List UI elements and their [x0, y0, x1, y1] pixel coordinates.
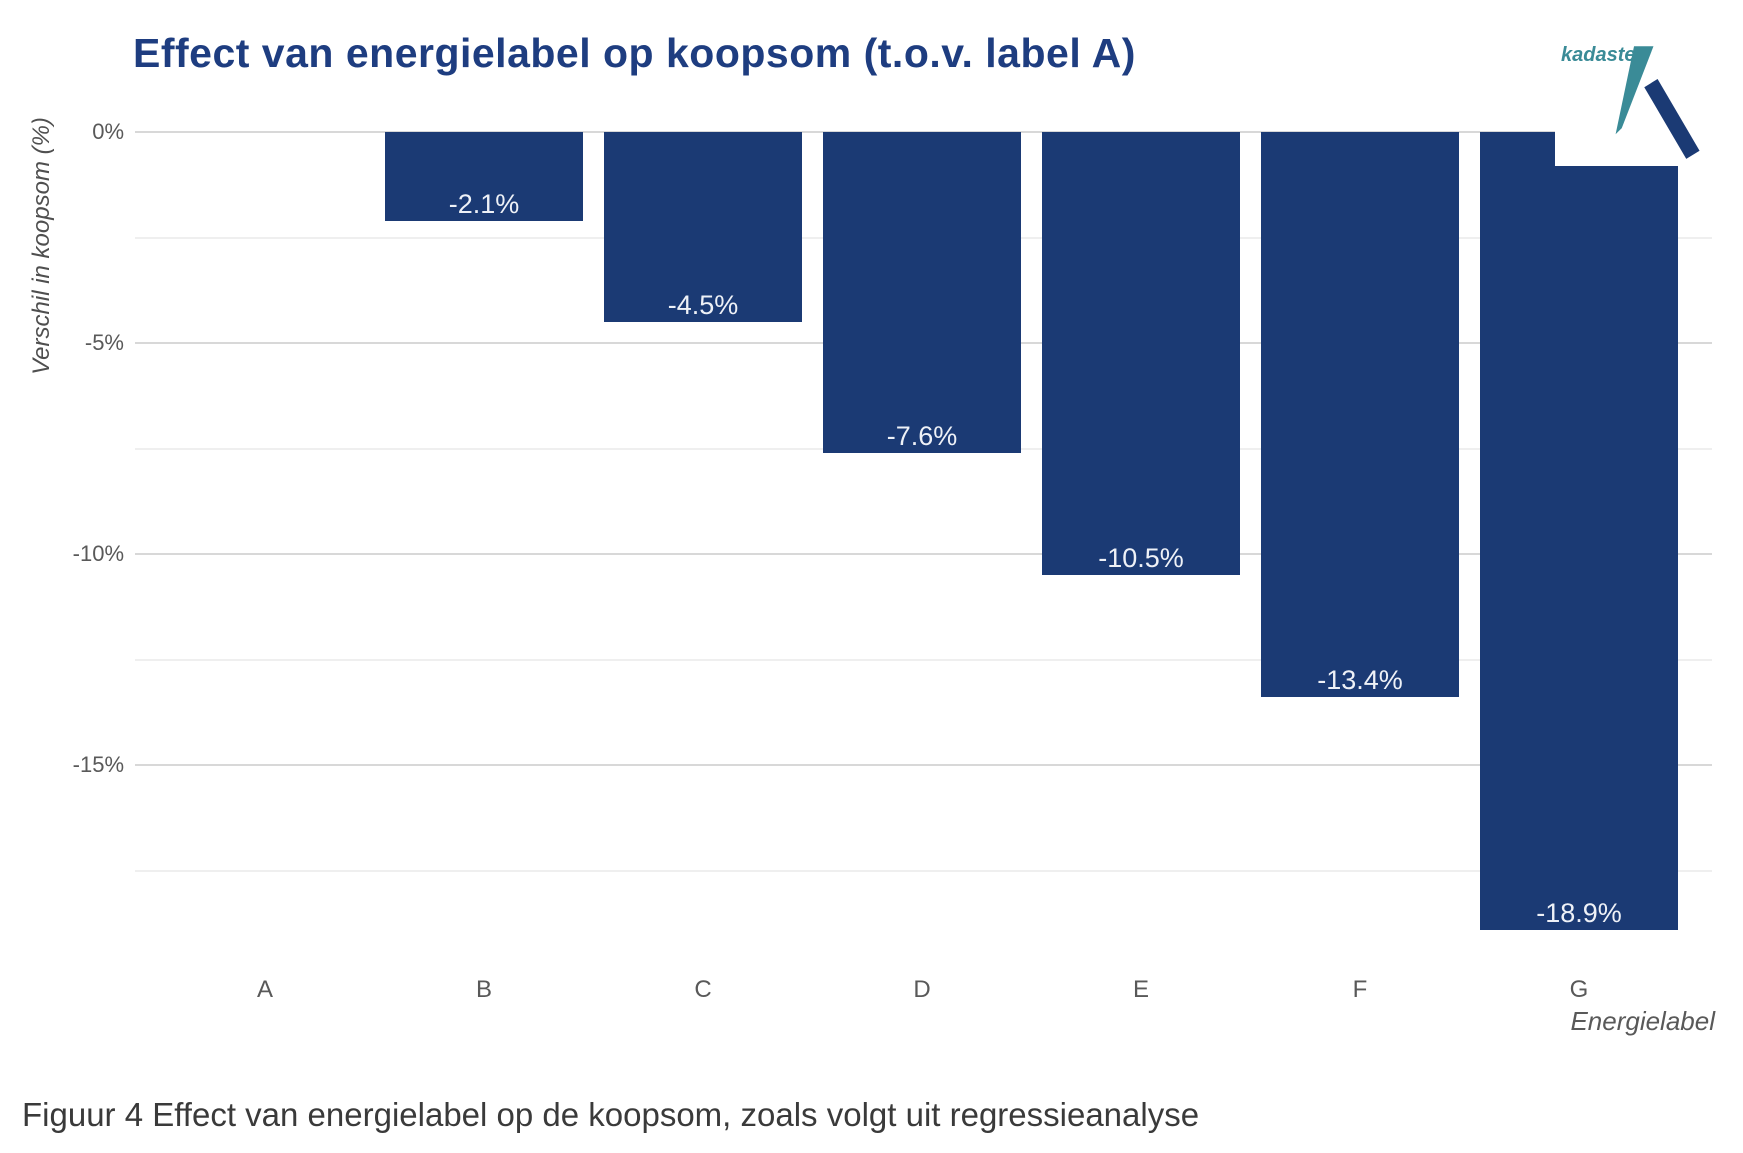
x-axis-title: Energielabel [1570, 1006, 1715, 1036]
x-tick-label-g: G [1569, 976, 1589, 1003]
bar-c: -4.5% [604, 132, 802, 322]
y-tick-label: -15% [72, 752, 124, 777]
kadaster-logo-text: kadaster [1561, 44, 1644, 66]
kadaster-k-icon [1615, 46, 1700, 159]
kadaster-logo: kadaster [1555, 0, 1743, 166]
x-tick-label-b: B [475, 976, 492, 1003]
y-tick-label: 0% [92, 119, 124, 144]
x-tick-label-c: C [694, 976, 712, 1003]
bar-b: -2.1% [385, 132, 583, 221]
bar-value-label-e: -10.5% [1098, 543, 1184, 574]
bar-value-label-g: -18.9% [1536, 897, 1622, 928]
gridline-major [135, 764, 1712, 766]
gridline-minor [135, 658, 1712, 661]
bar-value-label-c: -4.5% [667, 289, 739, 320]
x-tick-label-a: A [256, 976, 273, 1003]
bar-f: -13.4% [1261, 132, 1459, 698]
bar-value-label-f: -13.4% [1317, 665, 1403, 696]
bar-d: -7.6% [823, 132, 1021, 453]
y-tick-label: -5% [84, 330, 124, 355]
gridline-minor [135, 869, 1712, 872]
gridline-major [135, 553, 1712, 555]
y-tick-label: -10% [72, 541, 124, 566]
x-tick-label-d: D [913, 976, 931, 1003]
bar-value-label-b: -2.1% [448, 188, 520, 219]
bar-e: -10.5% [1042, 132, 1240, 576]
x-tick-label-f: F [1352, 976, 1368, 1003]
bar-value-label-d: -7.6% [886, 420, 958, 451]
chart-title: Effect van energielabel op koopsom (t.o.… [133, 30, 1136, 76]
x-tick-label-e: E [1132, 976, 1149, 1003]
bar-g: -18.9% [1480, 132, 1678, 930]
figure-caption: Figuur 4 Effect van energielabel op de k… [22, 1096, 1200, 1133]
